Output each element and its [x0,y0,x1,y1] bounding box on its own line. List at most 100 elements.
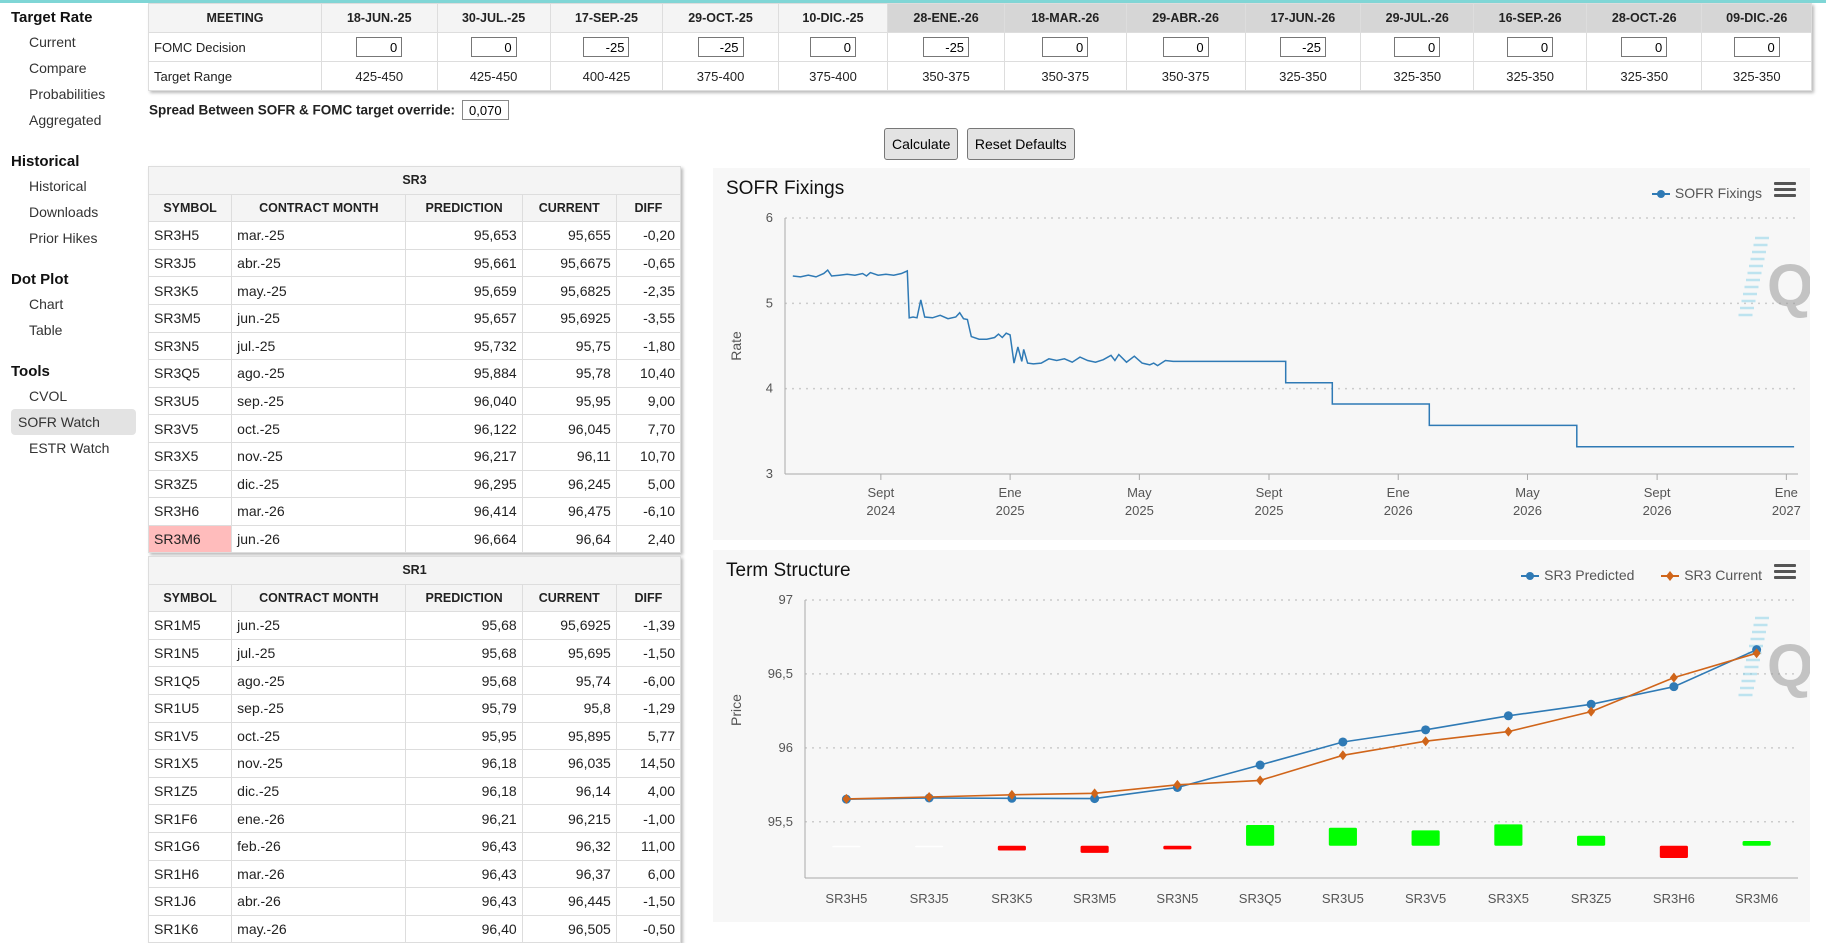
sidebar-item-estr-watch[interactable]: ESTR Watch [29,440,110,456]
fomc-decision-input[interactable] [923,37,970,57]
column-header[interactable]: DIFF [615,583,682,613]
sidebar-item-downloads[interactable]: Downloads [29,204,99,220]
chart-legend[interactable]: SR3 Predicted SR3 Current [1520,567,1762,583]
fomc-decision-input[interactable] [470,37,517,57]
symbol-cell: SR3V5 [147,414,233,443]
diff-bar [1742,841,1771,846]
sidebar-item-historical[interactable]: Historical [29,178,87,194]
contract-month-cell: jul.-25 [231,638,407,668]
target-range: 350-375 [887,61,1005,91]
contract-month-cell: mar.-26 [231,859,407,889]
sidebar-item-sofr-watch[interactable]: SOFR Watch [11,409,136,435]
fomc-decision-input[interactable] [1507,37,1554,57]
table-row[interactable]: SR1F6 ene.-26 96,21 96,215 -1,00 [147,804,682,833]
column-header[interactable]: CONTRACT MONTH [231,193,407,223]
table-row[interactable]: SR3M6 jun.-26 96,664 96,64 2,40 [147,524,682,554]
current-cell: 96,505 [521,914,617,943]
table-row[interactable]: SR3U5 sep.-25 96,040 95,95 9,00 [147,386,682,416]
x-tick-label: 2025 [1255,503,1284,518]
sidebar-item-prior-hikes[interactable]: Prior Hikes [29,230,98,246]
symbol-cell: SR1F6 [147,804,233,833]
table-row[interactable]: SR1X5 nov.-25 96,18 96,035 14,50 [147,749,682,778]
column-header[interactable]: CURRENT [521,193,617,223]
table-row[interactable]: SR1J6 abr.-26 96,43 96,445 -1,50 [147,887,682,916]
prediction-cell: 95,79 [405,693,523,723]
symbol-cell: SR1K6 [147,914,233,943]
diff-cell: -0,65 [615,248,682,278]
column-header[interactable]: PREDICTION [405,193,523,223]
current-cell: 96,11 [521,441,617,471]
table-row[interactable]: SR3X5 nov.-25 96,217 96,11 10,70 [147,441,682,471]
table-row[interactable]: SR1Q5 ago.-25 95,68 95,74 -6,00 [147,666,682,695]
sidebar-item-cvol[interactable]: CVOL [29,388,68,404]
table-row[interactable]: SR1K6 may.-26 96,40 96,505 -0,50 [147,914,682,943]
column-header[interactable]: SYMBOL [147,193,233,223]
table-row[interactable]: SR3N5 jul.-25 95,732 95,75 -1,80 [147,331,682,361]
diff-cell: 5,77 [615,721,682,751]
diff-cell: 7,70 [615,414,682,443]
diff-bar [1411,830,1440,846]
sidebar-item-current[interactable]: Current [29,34,76,50]
sidebar-item-table[interactable]: Table [29,322,63,338]
reset-defaults-button[interactable]: Reset Defaults [966,128,1075,160]
meeting-date: 09-DIC.-26 [1701,3,1812,33]
column-header[interactable]: SYMBOL [147,583,233,613]
fomc-decision-input[interactable] [1394,37,1441,57]
table-row[interactable]: SR1H6 mar.-26 96,43 96,37 6,00 [147,859,682,889]
x-tick-label: SR3U5 [1322,891,1364,906]
table-row[interactable]: SR3H6 mar.-26 96,414 96,475 -6,10 [147,497,682,526]
table-header-row: SYMBOL CONTRACT MONTH PREDICTION CURRENT DIF… [147,193,682,223]
spread-label: Spread Between SOFR & FOMC target overri… [149,102,456,118]
chart-menu-icon[interactable] [1774,564,1796,582]
diff-cell: -1,50 [615,638,682,668]
sidebar-section-title: Dot Plot [11,271,69,288]
spread-input[interactable] [461,100,509,120]
table-row[interactable]: SR3M5 jun.-25 95,657 95,6925 -3,55 [147,303,682,333]
table-row[interactable]: SR3Q5 ago.-25 95,884 95,78 10,40 [147,359,682,388]
current-cell: 96,035 [521,749,617,778]
fomc-decision-input[interactable] [1621,37,1668,57]
prediction-cell: 95,659 [405,276,523,305]
symbol-cell: SR3M5 [147,303,233,333]
sidebar-item-probabilities[interactable]: Probabilities [29,86,106,102]
fomc-decision-input[interactable] [1733,37,1780,57]
fomc-decision-input[interactable] [1162,37,1209,57]
logo-letter: Q [1767,252,1810,319]
column-header[interactable]: CURRENT [521,583,617,613]
symbol-cell: SR1Q5 [147,666,233,695]
table-row[interactable]: SR1U5 sep.-25 95,79 95,8 -1,29 [147,693,682,723]
x-tick-label: May [1127,485,1152,500]
fomc-decision-input[interactable] [1042,37,1089,57]
contract-month-cell: mar.-25 [231,221,407,250]
table-title-row: SR3 [148,166,681,195]
column-header[interactable]: CONTRACT MONTH [231,583,407,613]
table-row[interactable]: SR3H5 mar.-25 95,653 95,655 -0,20 [147,221,682,250]
current-point [1007,789,1016,800]
table-row[interactable]: SR3V5 oct.-25 96,122 96,045 7,70 [147,414,682,443]
table-row[interactable]: SR1V5 oct.-25 95,95 95,895 5,77 [147,721,682,751]
table-row[interactable]: SR1N5 jul.-25 95,68 95,695 -1,50 [147,638,682,668]
fomc-decision-input[interactable] [809,37,856,57]
fomc-decision-input[interactable] [356,37,403,57]
y-tick-label: 96 [779,740,793,755]
sidebar-item-compare[interactable]: Compare [29,60,87,76]
table-row[interactable]: SR1G6 feb.-26 96,43 96,32 11,00 [147,831,682,861]
sidebar-item-chart[interactable]: Chart [29,296,64,312]
column-header[interactable]: DIFF [615,193,682,223]
sidebar-item-aggregated[interactable]: Aggregated [29,112,102,128]
fomc-decision-input[interactable] [697,37,744,57]
table-row[interactable]: SR3J5 abr.-25 95,661 95,6675 -0,65 [147,248,682,278]
chart-legend[interactable]: SOFR Fixings [1651,185,1762,201]
x-tick-label: SR3H6 [1653,891,1695,906]
diff-cell: -0,20 [615,221,682,250]
table-row[interactable]: SR1Z5 dic.-25 96,18 96,14 4,00 [147,776,682,806]
table-row[interactable]: SR1M5 jun.-25 95,68 95,6925 -1,39 [147,611,682,640]
column-header[interactable]: PREDICTION [405,583,523,613]
fomc-decision-input[interactable] [583,37,630,57]
table-row[interactable]: SR3Z5 dic.-25 96,295 96,245 5,00 [147,469,682,499]
calculate-button[interactable]: Calculate [884,128,959,160]
fomc-decision-input[interactable] [1279,37,1326,57]
table-row[interactable]: SR3K5 may.-25 95,659 95,6825 -2,35 [147,276,682,305]
diff-bar [832,845,861,848]
chart-menu-icon[interactable] [1774,182,1796,200]
